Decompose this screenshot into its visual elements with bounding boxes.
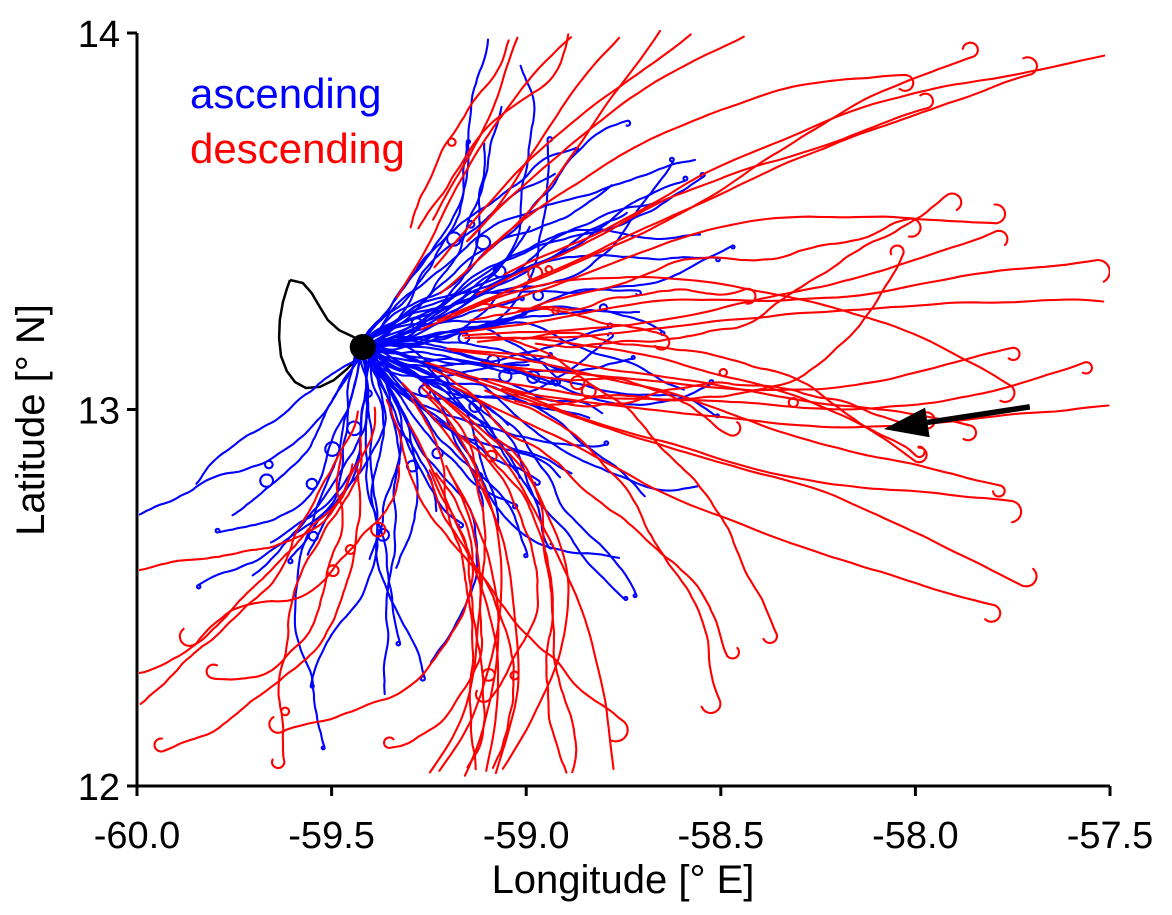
trajectory-ascending — [359, 303, 641, 345]
x-tick-label: -58.0 — [872, 815, 959, 857]
trajectory-descending — [417, 33, 570, 230]
trajectory-ascending — [369, 340, 715, 406]
trajectory-ascending — [365, 341, 646, 498]
trajectory-descending — [464, 336, 928, 464]
trajectory-ascending — [357, 339, 559, 386]
legend-label-ascending: ascending — [190, 70, 381, 117]
x-tick-label: -58.5 — [677, 815, 764, 857]
trajectory-descending — [472, 433, 568, 774]
trajectory-descending — [426, 395, 503, 772]
trajectory-ascending — [287, 342, 360, 565]
trajectory-ascending — [370, 322, 614, 366]
trajectory-descending — [444, 422, 539, 703]
trajectory-layer — [139, 30, 1110, 777]
wind-arrow-shaft — [926, 404, 1031, 426]
trajectory-descending — [395, 36, 573, 299]
trajectory-descending — [450, 384, 1002, 623]
trajectory-descending — [139, 463, 354, 675]
x-tick-label: -59.5 — [288, 815, 375, 857]
trajectory-descending — [484, 389, 722, 715]
trajectory-descending — [426, 474, 515, 769]
axis-layer: -60.0 -59.5 -59.0 -58.5 -58.0 -57.5 12 13 14 — [78, 14, 1154, 857]
island-outline-layer — [277, 278, 370, 390]
trajectory-ascending — [366, 225, 531, 353]
trajectory-descending — [428, 469, 486, 769]
x-tick-label: -60.0 — [94, 815, 181, 857]
x-axis-label: Longitude [° E] — [492, 858, 755, 902]
x-tick-label: -59.0 — [483, 815, 570, 857]
trajectory-descending — [410, 397, 477, 771]
trajectory-descending — [503, 54, 1106, 276]
trajectory-ascending — [356, 295, 498, 349]
trajectory-descending — [478, 203, 1007, 312]
trajectory-descending — [270, 436, 363, 770]
trajectory-ascending — [360, 64, 536, 351]
trajectory-descending — [422, 382, 615, 770]
trajectory-descending — [467, 36, 621, 241]
trajectory-ascending — [363, 345, 529, 559]
trajectory-descending — [385, 399, 629, 743]
trajectory-descending — [432, 368, 741, 660]
trajectory-descending — [461, 229, 1009, 337]
trajectory-descending — [428, 464, 482, 774]
trajectory-ascending — [361, 345, 426, 682]
trajectory-ascending — [364, 184, 613, 343]
trajectory-ascending — [360, 228, 702, 343]
legend-label-descending: descending — [190, 125, 405, 172]
trajectory-ascending — [363, 158, 697, 348]
trajectory-descending — [425, 361, 1023, 524]
trajectory-ascending — [365, 119, 632, 345]
trajectory-descending — [466, 35, 745, 243]
trajectory-descending — [139, 406, 377, 572]
trajectory-descending — [506, 387, 1110, 429]
trajectory-ascending — [231, 348, 365, 517]
trajectory-descending — [268, 472, 475, 734]
trajectory-descending — [494, 363, 742, 437]
y-tick-label: 13 — [78, 391, 120, 433]
launch-site-marker — [349, 334, 376, 361]
trajectory-descending — [534, 192, 963, 349]
annotation-layer — [349, 334, 1031, 438]
y-tick-label: 14 — [78, 14, 120, 56]
trajectory-descending — [476, 298, 1105, 343]
trajectory-descending — [205, 452, 344, 681]
trajectory-descending — [425, 385, 570, 770]
trajectory-descending — [407, 422, 500, 772]
trajectory-descending — [448, 472, 500, 777]
trajectory-descending — [480, 346, 1021, 392]
trajectory-ascending — [365, 296, 525, 344]
trajectory-descending — [469, 217, 922, 322]
trajectory-descending — [433, 33, 692, 269]
trajectory-descending — [383, 386, 487, 750]
trajectory-descending — [454, 302, 671, 351]
trajectory-descending — [401, 382, 520, 775]
trajectory-descending — [451, 349, 1006, 498]
trajectory-descending — [420, 275, 1016, 403]
y-tick-label: 12 — [78, 767, 120, 809]
trajectory-descending — [409, 39, 510, 229]
trajectory-descending — [441, 369, 1038, 588]
trajectory-descending — [139, 410, 359, 705]
x-tick-label: -57.5 — [1067, 815, 1154, 857]
trajectory-descending — [475, 92, 935, 296]
trajectory-descending — [488, 361, 1094, 411]
trajectory-descending — [466, 56, 1039, 310]
wind-arrow-head-icon — [883, 407, 930, 438]
trajectory-ascending — [358, 343, 519, 510]
trajectory-ascending — [363, 341, 573, 475]
trajectory-descending — [153, 467, 362, 753]
island-outline-barbados — [277, 278, 370, 390]
trajectory-ascending — [365, 105, 503, 349]
trajectory-descending — [482, 74, 915, 254]
trajectory-descending — [436, 41, 979, 322]
y-axis-label: Latitude [° N] — [9, 304, 53, 536]
trajectory-ascending — [309, 344, 385, 689]
trajectory-descending — [521, 331, 926, 459]
trajectory-ascending — [367, 344, 484, 511]
trajectory-ascending — [195, 351, 366, 485]
trajectory-descending — [514, 244, 905, 407]
